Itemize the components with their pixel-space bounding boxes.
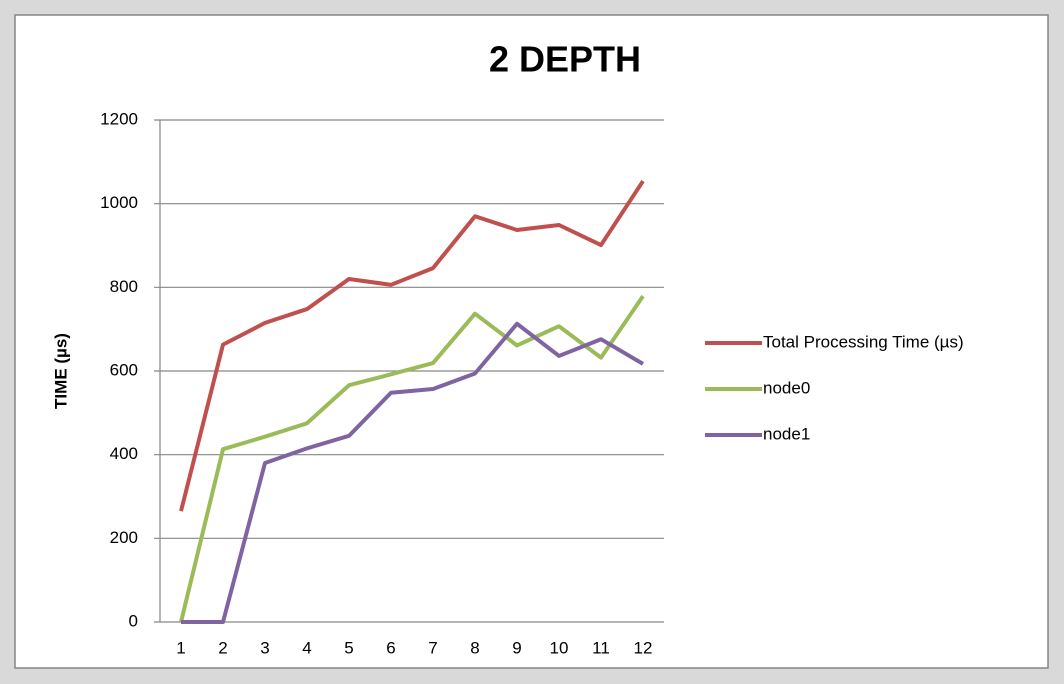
y-tick-label: 200 xyxy=(110,528,138,547)
series-line xyxy=(179,294,645,623)
x-tick-label: 6 xyxy=(386,638,395,657)
y-tick-label: 1000 xyxy=(100,193,138,212)
series-line xyxy=(181,321,645,624)
chart-title: 2 DEPTH xyxy=(489,39,641,80)
x-tick-label: 10 xyxy=(550,638,569,657)
y-tick-label: 1200 xyxy=(100,109,138,128)
y-axis-label: TIME (µs) xyxy=(51,333,70,409)
y-tick-label: 400 xyxy=(110,444,138,463)
y-tick-label: 0 xyxy=(129,611,138,630)
y-tick-label: 600 xyxy=(110,360,138,379)
x-tick-label: 1 xyxy=(176,638,185,657)
legend-label: node1 xyxy=(763,424,810,443)
chart-panel xyxy=(14,14,1049,669)
x-tick-label: 12 xyxy=(634,638,653,657)
legend-label: node0 xyxy=(763,378,810,397)
x-tick-label: 8 xyxy=(470,638,479,657)
x-tick-label: 3 xyxy=(260,638,269,657)
y-tick-label: 800 xyxy=(110,277,138,296)
series-line xyxy=(179,179,645,512)
x-tick-label: 4 xyxy=(302,638,311,657)
x-tick-label: 11 xyxy=(592,638,610,657)
x-tick-label: 5 xyxy=(344,638,353,657)
legend-label: Total Processing Time (µs) xyxy=(763,332,964,351)
x-tick-label: 9 xyxy=(512,638,521,657)
x-tick-label: 7 xyxy=(428,638,437,657)
x-tick-label: 2 xyxy=(218,638,227,657)
